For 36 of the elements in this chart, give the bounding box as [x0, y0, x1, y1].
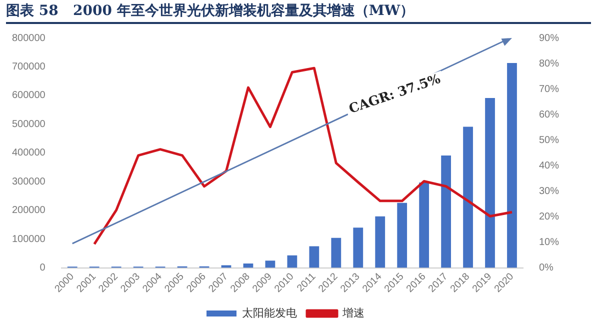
y2-tick-label: 90%	[538, 32, 560, 44]
y2-tick-label: 70%	[538, 84, 560, 95]
bar	[441, 155, 451, 268]
bar	[397, 202, 408, 268]
y2-tick-label: 60%	[538, 109, 560, 120]
bar	[463, 126, 473, 268]
y-tick-label: 200000	[12, 205, 46, 216]
chart-title: 图表 58 2000 年至今世界光伏新增装机容量及其增速（MW）	[6, 2, 591, 24]
y2-tick-label: 50%	[538, 134, 560, 146]
legend-label: 太阳能发电	[242, 306, 297, 320]
y2-tick-label: 80%	[538, 58, 560, 70]
y2-tick-label: 10%	[538, 237, 560, 248]
bar	[331, 238, 342, 268]
annotation: CAGR: 37.5%	[344, 70, 446, 118]
y-tick-label: 700000	[12, 61, 46, 72]
bar	[485, 98, 495, 268]
y-tick-label: 600000	[12, 90, 46, 102]
y2-tick-label: 30%	[538, 186, 560, 197]
bar	[221, 265, 232, 268]
bar	[353, 228, 364, 268]
y-tick-label: 300000	[12, 176, 46, 188]
legend-label: 增速	[342, 306, 364, 320]
bar	[419, 182, 430, 268]
bar	[375, 216, 386, 268]
y2-tick-label: 0%	[538, 262, 554, 274]
y-tick-label: 0	[40, 262, 46, 274]
bar	[507, 62, 517, 268]
y2-tick-label: 20%	[538, 211, 560, 222]
y-tick-label: 400000	[12, 148, 46, 159]
y-tick-label: 800000	[12, 32, 46, 44]
bar	[287, 255, 298, 268]
bar	[309, 246, 320, 268]
y2-tick-label: 40%	[538, 160, 560, 172]
y-tick-label: 500000	[12, 118, 46, 130]
bar	[265, 260, 276, 268]
y-tick-label: 100000	[12, 234, 46, 245]
